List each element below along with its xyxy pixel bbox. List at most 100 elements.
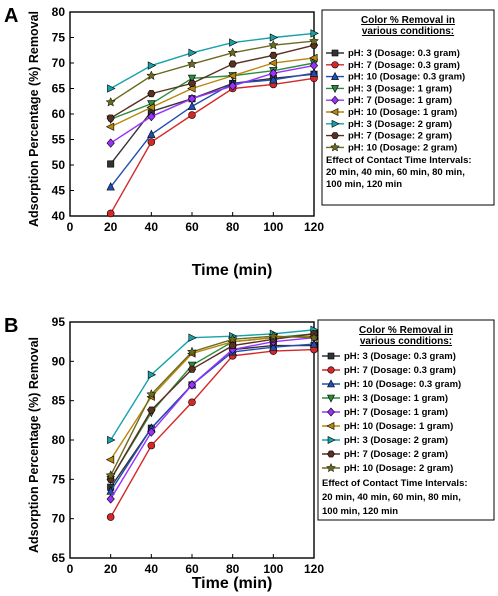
data-point [187,101,197,110]
data-point [308,332,320,343]
x-tick-label: 120 [304,220,324,234]
legend-marker [327,450,335,458]
x-axis-label: Time (min) [192,262,273,279]
legend-marker [327,352,335,360]
data-point [186,346,198,357]
data-point [107,160,115,168]
series-3 [106,68,319,191]
data-point [268,39,279,50]
data-point [269,51,278,59]
series-line [110,57,315,128]
data-point [106,209,115,218]
data-point [188,333,197,342]
y-axis-label: Adsorption Percentage (%) Removal [27,11,41,227]
data-point [105,96,116,107]
y-tick-label: 55 [52,133,66,147]
x-tick-label: 0 [67,220,74,234]
data-point [187,365,197,373]
panel-letter: A [4,5,18,27]
series-9 [105,330,320,480]
legend-title: Color % Removal in various conditions: [359,325,453,347]
data-point [146,103,155,112]
legend-entry: pH: 7 (Dosage: 2 gram) [344,449,448,460]
x-axis-label: Time (min) [192,575,273,592]
y-axis-label: Adsorption Percentage (%) Removal [27,337,41,553]
legend-entry: pH: 3 (Dosage: 0.3 gram) [348,48,460,59]
data-point [309,60,319,71]
data-point [309,68,319,77]
legend-marker [327,394,335,403]
data-point [105,455,115,464]
data-point [147,138,156,146]
chart-panel-b: B 65 70 75 80 85 90 95 0 20 40 60 80 100 120 Time (min)… [4,315,495,592]
data-point [147,61,157,70]
y-tick-label: 65 [52,82,66,96]
legend-marker [327,407,335,417]
data-point [107,435,116,445]
data-point [188,398,196,407]
data-point [147,129,156,138]
data-point [147,427,156,437]
data-point [309,53,318,63]
series-6 [105,331,318,464]
legend: Color % Removal in various conditions: pH:… [317,319,495,521]
data-point [187,74,197,84]
legend-marker [331,85,339,94]
data-point [227,71,237,80]
data-point [310,29,319,38]
data-point [269,74,278,84]
legend-title-line: various conditions: [362,26,454,37]
data-point [107,84,116,93]
x-tick-label: 20 [104,220,118,234]
data-point [147,111,156,122]
legend-marker [327,436,336,444]
legend-marker [331,119,340,128]
legend-entry: pH: 3 (Dosage: 1 gram) [348,83,452,94]
data-point [269,33,279,42]
data-point [308,35,320,46]
series-line [110,77,315,214]
y-tick-label: 75 [52,472,66,486]
data-point [188,48,197,57]
series-4 [106,330,319,485]
data-point [268,330,279,341]
data-point [147,406,156,414]
x-tick-label: 40 [145,220,159,234]
legend-entry: pH: 7 (Dosage: 1 gram) [348,95,452,106]
legend-entry: pH: 10 (Dosage: 1 gram) [344,421,453,432]
legend-note: 100 min, 120 min [322,506,398,517]
series-line [110,343,315,492]
legend-entry: pH: 10 (Dosage: 2 gram) [344,463,453,474]
legend-marker [327,366,335,374]
series-line [110,333,315,480]
data-point [188,111,196,119]
series-line [110,44,315,119]
series-line [110,62,315,120]
series-5 [106,60,319,148]
legend-marker [331,71,339,80]
legend-marker [331,132,339,139]
y-tick-label: 60 [52,107,66,121]
data-point [228,342,237,350]
data-point [227,333,238,344]
legend-note: 20 min, 40 min, 60 min, 80 min, [326,167,465,178]
legend-marker [330,108,339,116]
series-9 [105,35,320,107]
series-line [110,335,315,461]
series-line [110,72,315,188]
series-line [110,329,315,441]
data-point [105,122,115,131]
data-point [147,370,157,379]
y-tick-label: 90 [52,354,66,368]
x-tick-label: 80 [226,562,240,576]
legend-marker [330,142,340,152]
legend-entry: pH: 7 (Dosage: 0.3 gram) [348,60,460,71]
legend-entry: pH: 7 (Dosage: 2 gram) [348,131,452,142]
series-7 [107,325,319,445]
data-point [105,470,116,480]
data-point [106,513,115,521]
data-point [147,441,156,450]
plot-frame [69,321,315,559]
y-tick-label: 75 [52,31,66,45]
legend-marker [326,462,336,473]
